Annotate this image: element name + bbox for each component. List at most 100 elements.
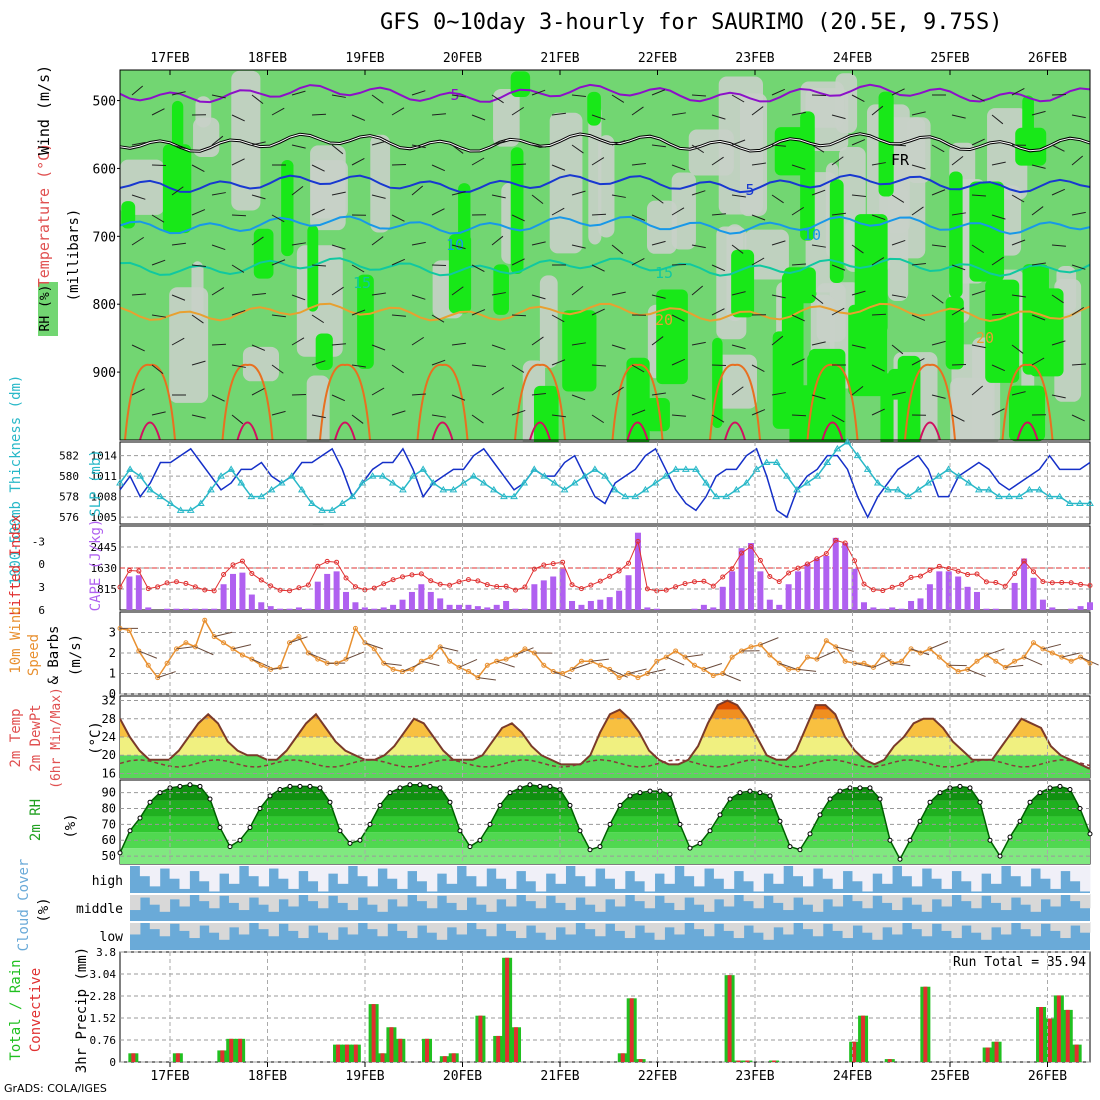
- wind-barb-10m: [458, 658, 478, 668]
- rh-low-blob: [688, 129, 734, 176]
- thickness-marker: [580, 472, 589, 479]
- cloud-cell: [179, 866, 190, 889]
- wind-barb: [511, 214, 525, 222]
- rh-marker: [547, 783, 553, 789]
- precip-tick: 0: [109, 1056, 116, 1069]
- cape-bar: [936, 571, 943, 610]
- wind-barb-10m: [590, 658, 609, 662]
- wind-barb: [651, 294, 666, 299]
- rh-marker: [587, 847, 593, 853]
- lifted-index-marker: [287, 588, 293, 594]
- cloud-cell: [219, 866, 230, 874]
- slp-tick: 1008: [91, 491, 118, 504]
- wind-barb: [391, 258, 405, 266]
- wind-barb: [991, 114, 1004, 125]
- thickness-marker: [257, 492, 266, 500]
- wind-barb: [511, 163, 527, 166]
- rh-marker: [747, 788, 753, 794]
- rh-low-blob: [120, 159, 165, 215]
- rh-marker: [147, 799, 153, 805]
- wind-barb-10m: [929, 641, 949, 650]
- wind-speed-marker: [334, 660, 340, 666]
- cloud-cell: [733, 922, 745, 939]
- wind-barb-10m: [760, 637, 779, 646]
- wind-speed-marker: [164, 660, 170, 666]
- rh-high-blob: [969, 181, 1005, 282]
- wind-barb: [771, 194, 784, 204]
- cape-bar: [135, 575, 142, 610]
- lifted-index-marker: [974, 571, 980, 577]
- cape-bar: [851, 568, 858, 610]
- date-label-bottom: 23FEB: [735, 1069, 774, 1084]
- wind-speed-marker: [569, 666, 575, 672]
- wind-barb: [911, 263, 926, 266]
- wind-barb: [191, 314, 204, 324]
- rh-marker: [417, 782, 423, 788]
- cloud-cell: [842, 866, 853, 872]
- rh-marker: [157, 790, 163, 796]
- wind-barb: [771, 240, 786, 246]
- wind-barb: [911, 111, 926, 116]
- rh-marker: [467, 844, 473, 850]
- lifted-index-marker: [635, 538, 641, 544]
- lifted-index-marker: [578, 586, 584, 592]
- date-label-bottom: 17FEB: [150, 1069, 189, 1084]
- wind-barb-10m: [967, 668, 986, 678]
- thickness-marker: [1025, 485, 1034, 493]
- wind-speed-marker: [560, 671, 566, 676]
- cloud-cell: [535, 922, 547, 933]
- wind-barb: [951, 212, 966, 216]
- wind-barb: [711, 156, 724, 166]
- cloud-cell: [802, 922, 814, 930]
- cape-bar: [559, 568, 566, 610]
- cloud-cell: [219, 922, 230, 940]
- wind-barb: [231, 214, 247, 217]
- date-label-bottom: 26FEB: [1028, 1069, 1067, 1084]
- wind-barb: [1031, 110, 1046, 116]
- wind-barb-10m: [684, 654, 704, 658]
- thickness-marker: [1005, 492, 1014, 500]
- wind-barb: [431, 164, 445, 172]
- lifted-index-marker: [550, 561, 556, 567]
- wind-barb: [211, 94, 226, 99]
- surface-temp-contour: [709, 363, 761, 441]
- cape-bar: [361, 607, 368, 610]
- wind-barb: [891, 144, 907, 147]
- wind-barb: [471, 309, 486, 316]
- cloud-cell: [426, 922, 438, 933]
- cape-bar: [211, 608, 218, 610]
- precip-convective-bar: [220, 1050, 225, 1062]
- cape-bar: [729, 571, 736, 610]
- wind-barb: [751, 364, 765, 373]
- lifted-index-marker: [428, 578, 434, 584]
- rh-marker: [427, 783, 433, 789]
- cloud-cell: [337, 894, 349, 903]
- cape-bar: [145, 607, 152, 610]
- wind-speed-marker: [1068, 658, 1074, 664]
- wind-speed-marker: [804, 654, 810, 660]
- cloud-cell: [179, 894, 190, 907]
- wind-barb: [211, 244, 226, 251]
- wind-speed-marker: [814, 656, 820, 662]
- cape-bar: [437, 598, 444, 610]
- rh-low-blob: [231, 70, 261, 211]
- precip-convective-bar: [478, 1015, 483, 1062]
- cloud-cell: [387, 894, 398, 900]
- contour-label: 15: [655, 264, 673, 282]
- cloud-level-label: low: [100, 930, 124, 945]
- thickness-marker: [550, 479, 559, 486]
- wind-barb: [691, 285, 704, 296]
- wind-barb: [691, 341, 706, 346]
- wind-barb-10m: [571, 662, 591, 670]
- precip-convective-bar: [923, 986, 928, 1062]
- cloud-cell: [624, 922, 636, 939]
- wind-speed-marker: [1030, 640, 1036, 646]
- wind-barb: [831, 264, 846, 271]
- cape-bar: [785, 584, 792, 610]
- wind-barb: [451, 244, 466, 250]
- temp-axis-label-4: (°C): [88, 721, 104, 755]
- thickness-marker: [1055, 492, 1064, 500]
- precip-panel-frame: [119, 951, 1091, 1063]
- lifted-index-marker: [701, 578, 707, 584]
- wind-barb: [951, 114, 966, 119]
